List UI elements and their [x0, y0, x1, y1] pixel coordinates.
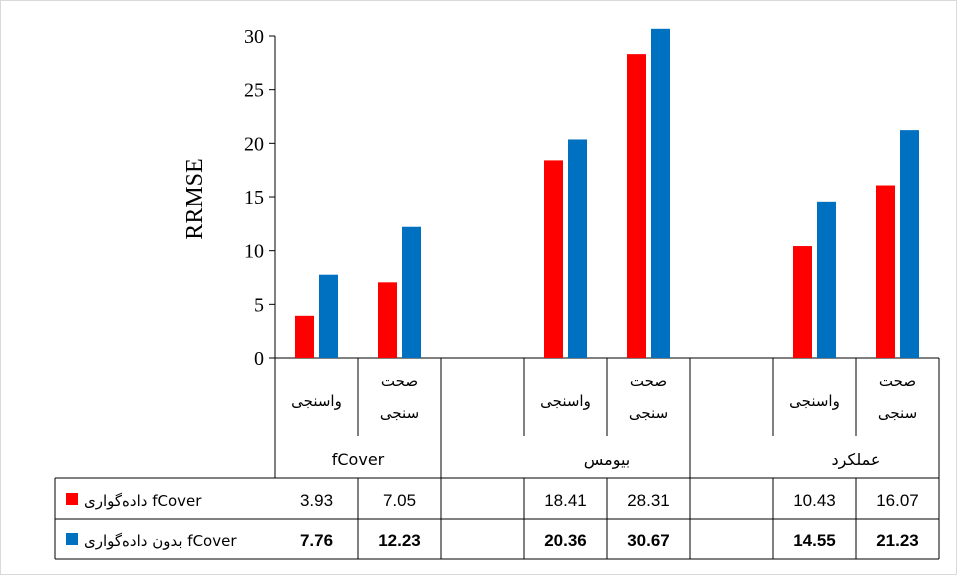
table-value: 7.76 [300, 531, 333, 550]
category-label: سنجی [380, 404, 419, 422]
bar [378, 282, 397, 358]
table-value: 30.67 [627, 531, 670, 550]
bar [568, 139, 587, 358]
group-label: بیومس [584, 450, 631, 470]
bar [544, 160, 563, 358]
table-value: 20.36 [544, 531, 587, 550]
category-label: صحت [630, 372, 667, 390]
table-value: 21.23 [876, 531, 919, 550]
y-tick-label: 10 [244, 241, 264, 263]
y-tick-label: 25 [244, 80, 264, 102]
bar [876, 185, 895, 358]
table-value: 12.23 [378, 531, 421, 550]
table-value: 28.31 [627, 491, 670, 510]
bar [295, 315, 314, 358]
bar [900, 130, 919, 358]
bar [627, 54, 646, 358]
legend-swatch [66, 533, 78, 545]
category-label: صحت [879, 372, 916, 390]
bar [319, 274, 338, 358]
group-label: عملکرد [832, 450, 881, 470]
category-label: صحت [381, 372, 418, 390]
bar [817, 201, 836, 358]
table-value: 7.05 [383, 491, 416, 510]
legend-label: داده‌گواری fCover [84, 492, 202, 510]
y-tick-label: 0 [254, 348, 264, 370]
table-value: 16.07 [876, 491, 919, 510]
y-tick-label: 20 [244, 133, 264, 155]
category-label: واسنجی [540, 392, 591, 410]
table-value: 18.41 [544, 491, 587, 510]
y-tick-label: 30 [244, 26, 264, 48]
y-axis-title: RRMSE [182, 158, 208, 239]
category-label: سنجی [878, 404, 917, 422]
category-label: سنجی [629, 404, 668, 422]
bar [402, 226, 421, 358]
category-label: واسنجی [789, 392, 840, 410]
bar [793, 246, 812, 358]
category-label: واسنجی [291, 392, 342, 410]
legend-swatch [66, 493, 78, 505]
legend-label: بدون داده‌گواری fCover [84, 532, 237, 550]
table-value: 3.93 [300, 491, 333, 510]
y-tick-label: 15 [244, 187, 264, 209]
table-value: 10.43 [793, 491, 836, 510]
bar [651, 28, 670, 359]
table-value: 14.55 [793, 531, 836, 550]
group-label: fCover [332, 450, 385, 469]
y-tick-label: 5 [254, 294, 264, 316]
